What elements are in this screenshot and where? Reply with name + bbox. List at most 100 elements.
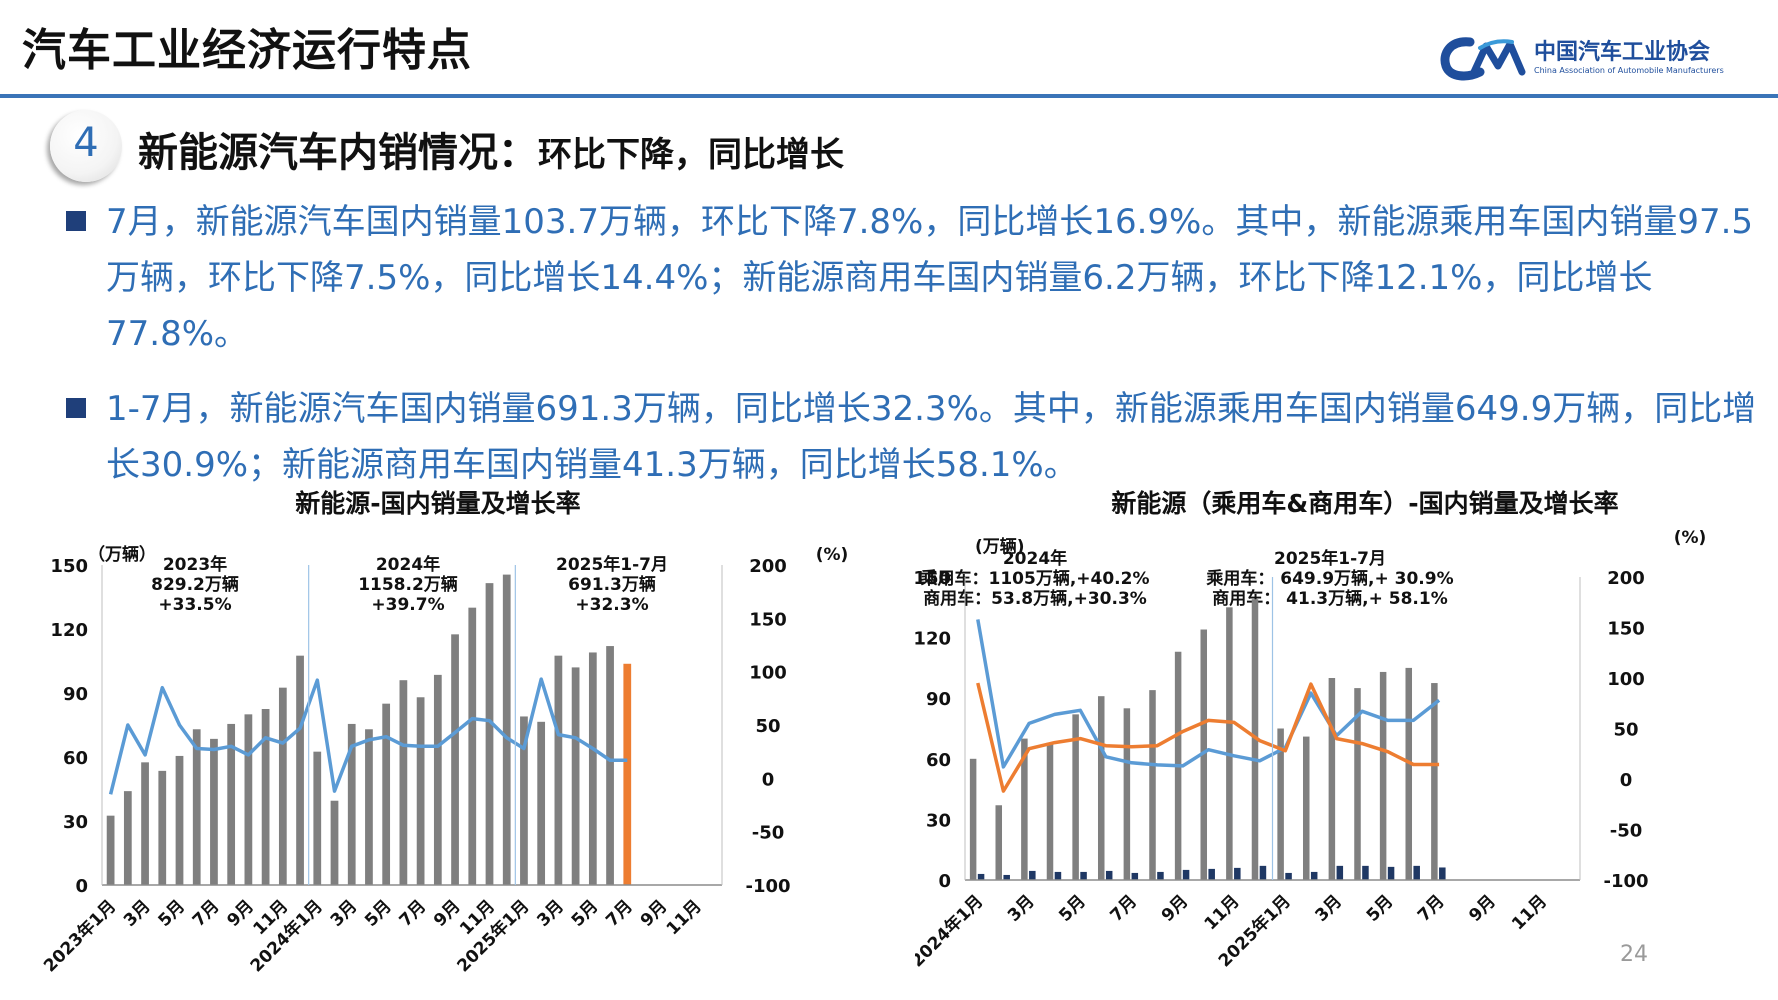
bar — [1105, 870, 1113, 880]
bar — [244, 714, 253, 885]
x-tick-label: 2024年1月 — [915, 891, 987, 972]
bar — [1234, 867, 1241, 880]
y-tick-left-label: 60 — [926, 750, 951, 771]
bar — [571, 667, 580, 885]
chart-left-title: 新能源-国内销量及增长率 — [295, 489, 580, 518]
chart-annotation-text: 乘用车： 649.9万辆,+ 30.9% — [1205, 568, 1453, 589]
bar — [1336, 865, 1344, 880]
bar — [606, 646, 614, 885]
growth-line — [108, 677, 628, 795]
section-title-sub: 环比下降，同比增长 — [538, 135, 844, 175]
page-number: 24 — [1620, 942, 1648, 967]
bar — [416, 697, 425, 885]
bar — [382, 703, 391, 885]
y-tick-right-label: 0 — [762, 769, 775, 790]
y-tick-right-label: -100 — [1603, 871, 1648, 892]
x-tick-label: 2023年1月 — [40, 896, 120, 977]
x-tick-label: 11月 — [663, 896, 706, 939]
bar — [451, 634, 459, 885]
y-tick-right-label: 50 — [755, 716, 780, 737]
bar — [347, 723, 356, 885]
y-tick-right-label: -50 — [752, 823, 785, 844]
bar — [1046, 742, 1054, 880]
chart-annotation-text: 2023年 — [163, 554, 227, 575]
bar — [433, 674, 442, 885]
bar — [1072, 714, 1079, 880]
bar — [1123, 708, 1131, 880]
bar — [1157, 871, 1164, 880]
bar — [1080, 871, 1087, 880]
chart-annotation-text: 2025年1-7月 — [556, 554, 668, 575]
bar — [1200, 629, 1208, 880]
x-tick-label: 7月 — [396, 896, 431, 931]
chart-annotation-text: 829.2万辆 — [151, 574, 239, 595]
square-bullet-icon — [66, 211, 86, 231]
y-tick-right-label: -50 — [1610, 821, 1643, 842]
y-tick-left-label: 90 — [63, 684, 88, 705]
bar — [1226, 607, 1233, 880]
x-tick-label: 11月 — [1508, 891, 1551, 934]
x-tick-label: 5月 — [361, 896, 396, 931]
logo-en-text: China Association of Automobile Manufact… — [1534, 66, 1724, 75]
chart-left-ylabel-left: （万辆） — [88, 544, 156, 565]
bar — [1362, 865, 1369, 880]
bar — [1413, 865, 1420, 880]
bar — [1131, 872, 1139, 880]
bar — [537, 721, 546, 885]
bar — [969, 758, 977, 880]
chart-annotation-text: +39.7% — [371, 595, 444, 615]
growth-line — [976, 682, 1440, 793]
y-tick-right-label: -100 — [745, 876, 790, 897]
bar — [520, 716, 528, 885]
section-title: 新能源汽车内销情况：环比下降，同比增长 — [138, 120, 844, 178]
bar — [227, 723, 236, 885]
bar — [313, 751, 322, 885]
x-tick-label: 7月 — [189, 896, 224, 931]
chart-right-ylabel-left: (万辆) — [975, 536, 1025, 557]
bar — [123, 791, 132, 885]
bar — [365, 729, 373, 885]
section-number-badge: 4 — [50, 110, 122, 182]
y-tick-left-label: 30 — [926, 810, 951, 831]
bar — [278, 687, 287, 885]
bar — [296, 655, 304, 885]
chart-annotation-text: 1158.2万辆 — [358, 574, 458, 595]
chart-left: 新能源-国内销量及增长率 （万辆） (%) 2023年829.2万辆+33.5%… — [40, 489, 849, 977]
bar — [1259, 865, 1267, 880]
bar — [1387, 866, 1395, 880]
bar — [141, 762, 149, 885]
y-tick-right-label: 200 — [749, 556, 787, 577]
bar — [1439, 867, 1446, 880]
y-tick-left-label: 0 — [938, 871, 951, 892]
chart-annotation-text: 2024年 — [1003, 548, 1067, 569]
bar — [106, 815, 115, 885]
x-tick-label: 3月 — [1312, 891, 1347, 926]
bar — [485, 583, 494, 885]
bullet-paragraph-2: 1-7月，新能源汽车国内销量691.3万辆，同比增长32.3%。其中，新能源乘用… — [106, 389, 1757, 485]
y-tick-right-label: 100 — [1607, 669, 1645, 690]
chart-right-ylabel-right: (%) — [1674, 528, 1707, 548]
bar — [1431, 683, 1438, 880]
bar — [1054, 871, 1062, 880]
x-tick-label: 5月 — [1363, 891, 1398, 926]
x-tick-label: 3月 — [533, 896, 568, 931]
chart-annotation-text: 2024年 — [376, 554, 440, 575]
y-tick-left-label: 120 — [915, 629, 951, 650]
section-number: 4 — [73, 120, 99, 166]
logo: 中国汽车工业协会 China Association of Automobile… — [1440, 32, 1730, 82]
chart-right-title: 新能源（乘用车&商用车）-国内销量及增长率 — [1111, 489, 1618, 518]
logo-cn-text: 中国汽车工业协会 — [1534, 40, 1711, 65]
section-title-main: 新能源汽车内销情况： — [138, 130, 538, 176]
bar — [1097, 696, 1105, 880]
bar — [261, 709, 270, 885]
bar — [554, 655, 563, 885]
bar — [192, 729, 201, 885]
bar — [977, 873, 985, 880]
bar — [210, 738, 218, 885]
bar — [1285, 872, 1292, 880]
chart-left-ylabel-right: (%) — [816, 545, 849, 565]
y-tick-right-label: 150 — [749, 609, 787, 630]
chart-annotation-text: +32.3% — [575, 595, 648, 615]
y-tick-left-label: 30 — [63, 812, 88, 833]
bar — [1302, 736, 1310, 880]
